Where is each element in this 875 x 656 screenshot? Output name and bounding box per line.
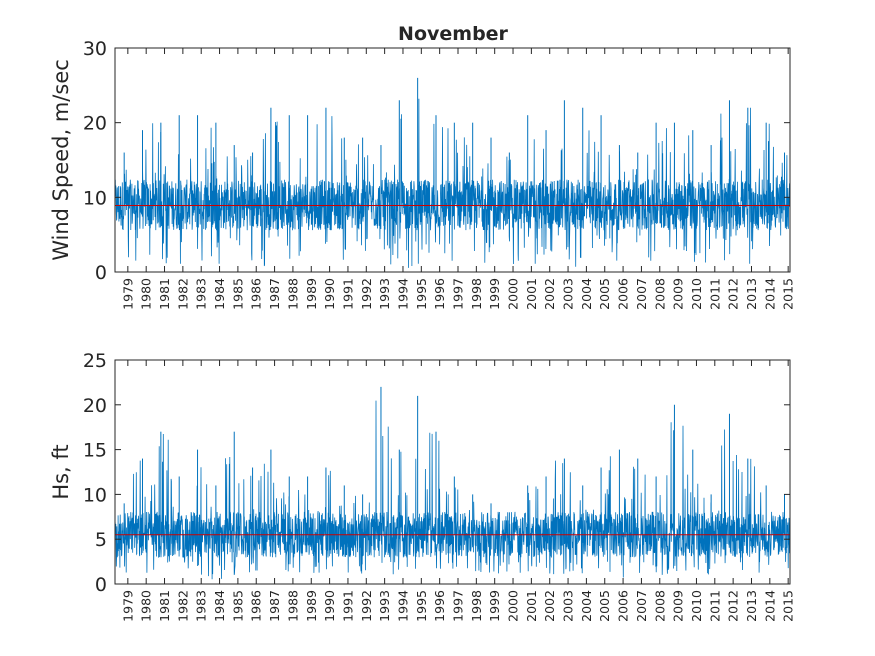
x-tick-label: 1992 (359, 278, 374, 310)
x-tick-label: 2012 (726, 590, 741, 622)
x-tick-label: 2000 (506, 278, 521, 310)
x-tick-label: 1995 (414, 278, 429, 310)
x-tick-label: 1994 (396, 590, 411, 622)
y-tick-label: 5 (95, 529, 107, 551)
x-tick-label: 1993 (377, 590, 392, 622)
x-tick-label: 2009 (671, 590, 686, 622)
x-tick-label: 1989 (304, 590, 319, 622)
y-tick-label: 30 (83, 38, 107, 60)
x-tick-label: 2003 (561, 278, 576, 310)
x-tick-label: 2007 (634, 278, 649, 310)
y-tick-label: 10 (83, 187, 107, 209)
x-tick-label: 1995 (414, 590, 429, 622)
x-tick-label: 1986 (249, 590, 264, 622)
x-tick-label: 2007 (634, 590, 649, 622)
x-tick-label: 2015 (781, 278, 796, 310)
y-tick-label: 10 (83, 484, 107, 506)
x-tick-label: 1985 (230, 590, 245, 622)
x-tick-label: 2004 (579, 278, 594, 310)
x-tick-label: 1986 (249, 278, 264, 310)
x-tick-label: 2009 (671, 278, 686, 310)
x-tick-label: 1981 (157, 278, 172, 310)
x-tick-label: 1980 (139, 590, 154, 622)
x-tick-label: 2010 (689, 278, 704, 310)
x-tick-label: 1987 (267, 278, 282, 310)
x-tick-label: 1988 (285, 278, 300, 310)
wave-height-axes: 0 5 10 15 20 25 1979 1980 1981 1982 1983 1984 1985 19… (49, 350, 796, 622)
y-axis-label: Wind Speed, m/sec (49, 59, 73, 261)
y-tick-label: 15 (83, 440, 107, 462)
x-tick-label: 1998 (469, 590, 484, 622)
x-tick-label: 1987 (267, 590, 282, 622)
x-tick-label: 1996 (432, 590, 447, 622)
x-tick-label: 2005 (597, 590, 612, 622)
y-tick-label: 20 (83, 113, 107, 135)
x-tick-label: 1985 (230, 278, 245, 310)
x-tick-label: 1983 (194, 278, 209, 310)
y-axis-label: Hs, ft (49, 444, 73, 499)
x-tick-label: 2000 (506, 590, 521, 622)
x-tick-label: 1980 (139, 278, 154, 310)
x-tick-label: 2011 (707, 278, 722, 310)
x-tick-label: 1989 (304, 278, 319, 310)
x-tick-label: 1984 (212, 590, 227, 622)
x-tick-label: 2001 (524, 278, 539, 310)
x-tick-label: 2002 (542, 278, 557, 310)
x-tick-label: 2013 (744, 590, 759, 622)
data-series-line (114, 400, 791, 580)
x-tick-label: 1999 (487, 590, 502, 622)
x-tick-label: 1990 (322, 278, 337, 310)
x-tick-label: 1981 (157, 590, 172, 622)
x-tick-label: 2002 (542, 590, 557, 622)
y-tick-label: 20 (83, 395, 107, 417)
x-tick-label: 2011 (707, 590, 722, 622)
x-tick-label: 2004 (579, 590, 594, 622)
x-tick-label: 1992 (359, 590, 374, 622)
x-tick-label: 1993 (377, 278, 392, 310)
x-tick-label: 1979 (120, 278, 135, 310)
x-tick-label: 1997 (451, 590, 466, 622)
x-tick-label: 2015 (781, 590, 796, 622)
x-tick-label: 2001 (524, 590, 539, 622)
x-tick-label: 1982 (175, 278, 190, 310)
x-tick-label: 2008 (652, 590, 667, 622)
chart-title: November (398, 23, 509, 45)
x-tick-label: 2006 (616, 590, 631, 622)
x-tick-label: 1991 (340, 590, 355, 622)
x-tick-label: 2010 (689, 590, 704, 622)
x-tick-label: 1996 (432, 278, 447, 310)
y-tick-label: 25 (83, 350, 107, 372)
x-tick-label: 1991 (340, 278, 355, 310)
x-tick-label: 2006 (616, 278, 631, 310)
x-tick-label: 2008 (652, 278, 667, 310)
axes-frame (114, 359, 791, 585)
x-tick-label: 1990 (322, 590, 337, 622)
x-tick-label: 1984 (212, 278, 227, 310)
x-tick-label: 1994 (396, 278, 411, 310)
x-tick-label: 2005 (597, 278, 612, 310)
x-tick-label: 2013 (744, 278, 759, 310)
x-tick-label: 2003 (561, 590, 576, 622)
x-tick-label: 1982 (175, 590, 190, 622)
axes-frame (114, 47, 791, 273)
y-tick-label: 0 (95, 574, 107, 596)
x-tick-label: 1988 (285, 590, 300, 622)
data-series-line (114, 98, 791, 268)
x-tick-label: 2014 (762, 278, 777, 310)
x-tick-label: 2014 (762, 590, 777, 622)
y-tick-label: 0 (95, 262, 107, 284)
x-tick-label: 1979 (120, 590, 135, 622)
x-tick-label: 2012 (726, 278, 741, 310)
x-tick-label: 1997 (451, 278, 466, 310)
x-tick-label: 1998 (469, 278, 484, 310)
x-tick-label: 1983 (194, 590, 209, 622)
x-tick-label: 1999 (487, 278, 502, 310)
